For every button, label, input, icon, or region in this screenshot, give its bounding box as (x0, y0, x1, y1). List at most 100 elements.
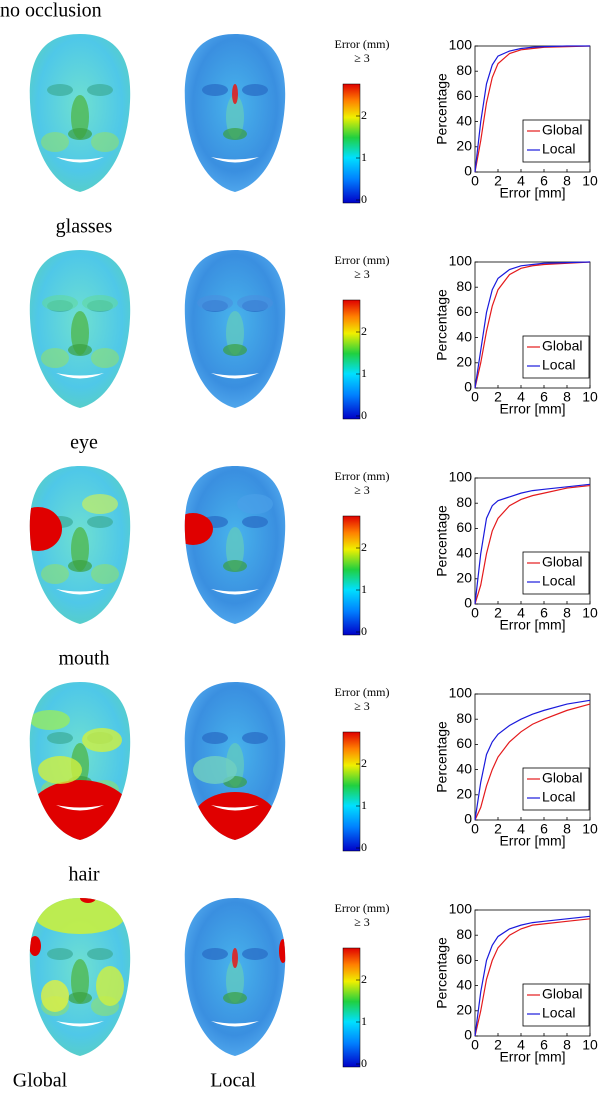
legend-label: Global (542, 986, 582, 1002)
error-patch (87, 948, 113, 960)
colorbar (343, 300, 360, 419)
face-render (185, 250, 285, 408)
x-tick-label: 0 (471, 821, 479, 837)
y-tick-label: 80 (456, 494, 472, 510)
x-tick-label: 0 (471, 173, 479, 189)
legend-label: Local (542, 789, 575, 805)
row-label: glasses (56, 216, 113, 238)
colorbar-tick-label: ≥ 3 (354, 699, 370, 713)
error-patch (173, 513, 213, 545)
error-patch (232, 948, 238, 968)
error-patch (279, 939, 287, 963)
colorbar-tick-label: 1 (361, 582, 367, 596)
y-tick-label: 20 (456, 570, 472, 586)
x-axis-label: Error [mm] (499, 617, 565, 633)
error-patch (242, 732, 268, 744)
x-axis-label: Error [mm] (499, 1049, 565, 1065)
error-patch (47, 84, 73, 96)
error-patch (87, 84, 113, 96)
colorbar-tick-label: 1 (361, 366, 367, 380)
x-axis-label: Error [mm] (499, 401, 565, 417)
error-patch (82, 295, 118, 311)
error-patch (82, 728, 122, 752)
colorbar-tick-label: ≥ 3 (354, 915, 370, 929)
error-patch (29, 936, 41, 956)
y-tick-label: 60 (456, 951, 472, 967)
error-patch (25, 780, 135, 860)
x-tick-label: 0 (471, 389, 479, 405)
error-patch (35, 898, 125, 934)
y-tick-label: 100 (449, 37, 473, 53)
y-tick-label: 40 (456, 976, 472, 992)
colorbar-tick-label: 2 (361, 324, 367, 338)
colorbar-tick-label: ≥ 3 (354, 51, 370, 65)
y-axis-label: Percentage (434, 721, 450, 793)
error-patch (87, 516, 113, 528)
error-patch (30, 710, 70, 730)
colorbar-tick-label: ≥ 3 (354, 483, 370, 497)
legend-label: Local (542, 573, 575, 589)
colorbar-tick-label: ≥ 3 (354, 267, 370, 281)
error-patch (82, 494, 118, 514)
y-tick-label: 40 (456, 760, 472, 776)
error-patch (197, 295, 233, 311)
x-tick-label: 0 (471, 1037, 479, 1053)
y-tick-label: 60 (456, 303, 472, 319)
y-tick-label: 20 (456, 138, 472, 154)
y-tick-label: 20 (456, 354, 472, 370)
x-tick-label: 10 (582, 821, 598, 837)
colorbar-title: Error (mm) (335, 469, 390, 483)
legend-label: Local (542, 357, 575, 373)
y-tick-label: 20 (456, 786, 472, 802)
error-patch (68, 560, 92, 572)
error-patch (47, 732, 73, 744)
error-patch (223, 344, 247, 356)
error-patch (47, 948, 73, 960)
figure: Global Local no occlusionError (mm)012≥ … (0, 0, 608, 1104)
y-tick-label: 100 (449, 469, 473, 485)
error-patch (14, 507, 62, 551)
y-tick-label: 100 (449, 253, 473, 269)
y-tick-label: 80 (456, 926, 472, 942)
error-patch (91, 348, 119, 368)
face-render (185, 898, 287, 1056)
colorbar-title: Error (mm) (335, 685, 390, 699)
colorbar-title: Error (mm) (335, 253, 390, 267)
colorbar-tick-label: 2 (361, 972, 367, 986)
colorbar-tick-label: 2 (361, 756, 367, 770)
error-patch (202, 732, 228, 744)
y-tick-label: 100 (449, 901, 473, 917)
error-patch (223, 560, 247, 572)
face-render (185, 34, 285, 192)
colorbar-tick-label: 1 (361, 798, 367, 812)
error-patch (237, 295, 273, 311)
y-tick-label: 60 (456, 87, 472, 103)
face-render (14, 466, 130, 624)
legend-label: Global (542, 554, 582, 570)
y-axis-label: Percentage (434, 73, 450, 145)
face-render (173, 466, 285, 624)
y-tick-label: 40 (456, 112, 472, 128)
y-tick-label: 40 (456, 544, 472, 560)
error-patch (68, 992, 92, 1004)
colorbar-tick-label: 0 (361, 624, 367, 638)
face-render (30, 250, 130, 408)
x-tick-label: 10 (582, 605, 598, 621)
colorbar-tick-label: 2 (361, 540, 367, 554)
colorbar-title: Error (mm) (335, 37, 390, 51)
x-tick-label: 0 (471, 605, 479, 621)
face-render (29, 893, 130, 1056)
error-patch (242, 84, 268, 96)
colorbar-tick-label: 0 (361, 408, 367, 422)
error-patch (41, 564, 69, 584)
error-patch (68, 344, 92, 356)
y-tick-label: 80 (456, 278, 472, 294)
error-patch (41, 132, 69, 152)
error-patch (41, 980, 69, 1012)
error-patch (202, 948, 228, 960)
y-tick-label: 20 (456, 1002, 472, 1018)
x-tick-label: 10 (582, 389, 598, 405)
legend-label: Global (542, 338, 582, 354)
column-label: Local (210, 1070, 256, 1092)
error-patch (223, 128, 247, 140)
